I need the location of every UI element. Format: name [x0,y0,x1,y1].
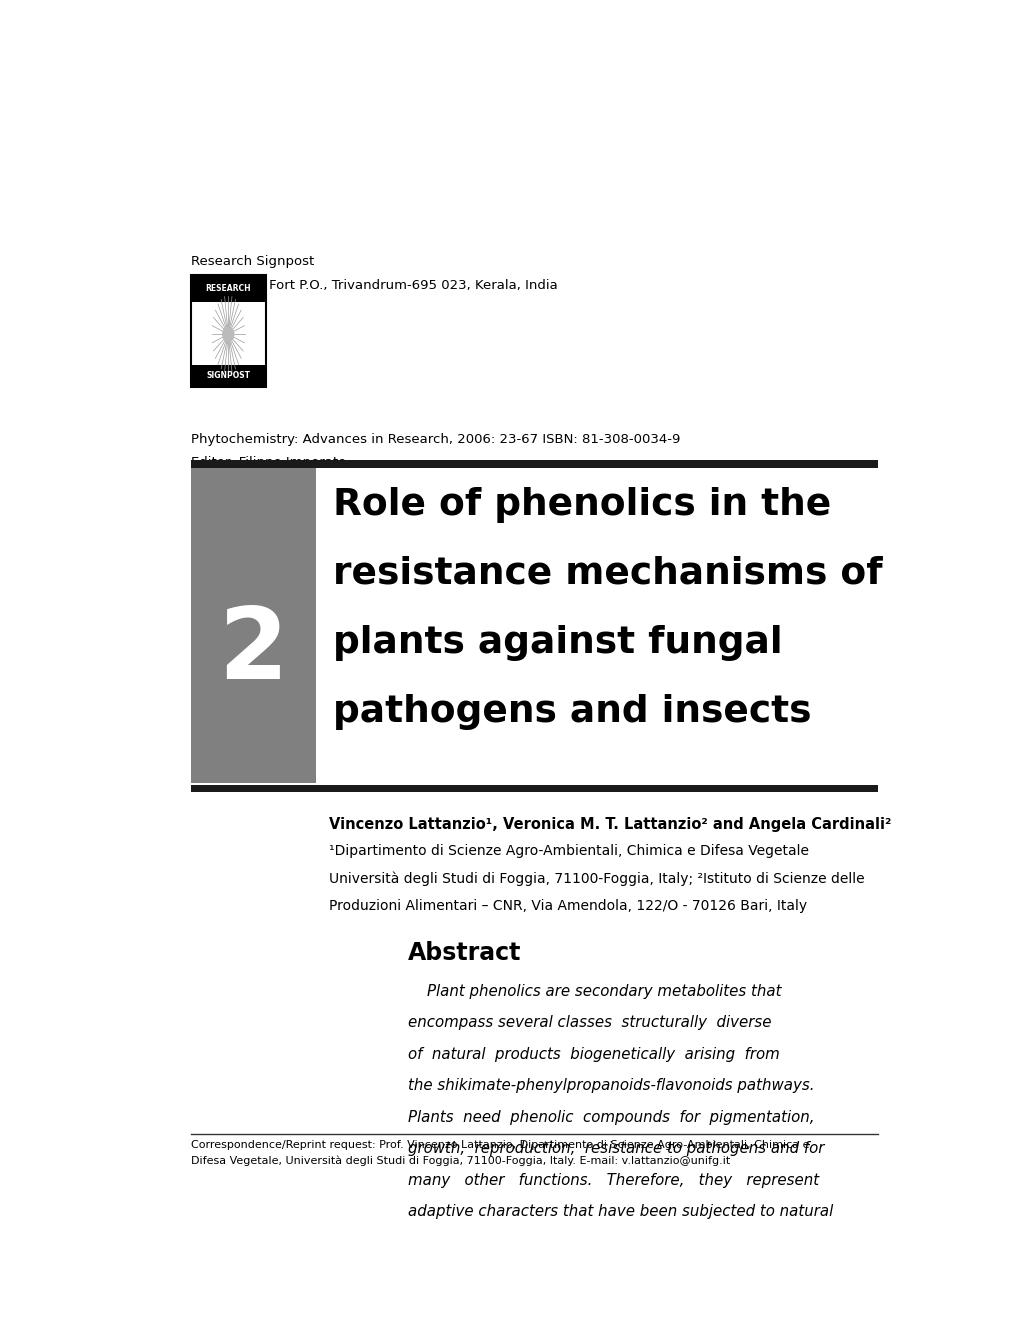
Text: Difesa Vegetale, Università degli Studi di Foggia, 71100-Foggia, Italy. E-mail: : Difesa Vegetale, Università degli Studi … [191,1155,730,1166]
Text: Phytochemistry: Advances in Research, 2006: 23-67 ISBN: 81-308-0034-9: Phytochemistry: Advances in Research, 20… [191,433,680,446]
Text: 37/661 (2), Fort P.O., Trivandrum-695 023, Kerala, India: 37/661 (2), Fort P.O., Trivandrum-695 02… [191,279,557,292]
Text: Abstract: Abstract [408,941,521,965]
Text: pathogens and insects: pathogens and insects [333,694,811,730]
Text: adaptive characters that have been subjected to natural: adaptive characters that have been subje… [408,1204,833,1220]
Bar [191,276,266,302]
Text: Correspondence/Reprint request: Prof. Vincenzo Lattanzio, Dipartimento di Scienz: Correspondence/Reprint request: Prof. Vi… [191,1140,808,1150]
Text: Research Signpost: Research Signpost [191,255,314,268]
Text: Editor: Filippo Imperato: Editor: Filippo Imperato [191,457,345,469]
Text: resistance mechanisms of: resistance mechanisms of [333,556,881,591]
Circle shape [222,327,233,342]
Text: ¹Dipartimento di Scienze Agro-Ambientali, Chimica e Difesa Vegetale: ¹Dipartimento di Scienze Agro-Ambientali… [329,845,808,858]
Text: of  natural  products  biogenetically  arising  from: of natural products biogenetically arisi… [408,1047,780,1061]
Bar [191,276,266,387]
Bar [191,364,266,387]
Text: SIGNPOST: SIGNPOST [206,371,250,380]
Text: growth,  reproduction,  resistance to pathogens and for: growth, reproduction, resistance to path… [408,1142,823,1156]
Text: 2: 2 [218,603,287,700]
Text: Plants  need  phenolic  compounds  for  pigmentation,: Plants need phenolic compounds for pigme… [408,1110,814,1125]
Text: Produzioni Alimentari – CNR, Via Amendola, 122/O - 70126 Bari, Italy: Produzioni Alimentari – CNR, Via Amendol… [329,899,806,913]
Bar [191,461,877,469]
Text: the shikimate-phenylpropanoids-flavonoids pathways.: the shikimate-phenylpropanoids-flavonoid… [408,1078,814,1093]
Bar [191,469,315,784]
Text: Vincenzo Lattanzio¹, Veronica M. T. Lattanzio² and Angela Cardinali²: Vincenzo Lattanzio¹, Veronica M. T. Latt… [329,817,891,832]
Text: Università degli Studi di Foggia, 71100-Foggia, Italy; ²Istituto di Scienze dell: Università degli Studi di Foggia, 71100-… [329,873,864,887]
Text: encompass several classes  structurally  diverse: encompass several classes structurally d… [408,1015,770,1030]
Text: Role of phenolics in the: Role of phenolics in the [333,487,830,523]
Text: many   other   functions.   Therefore,   they   represent: many other functions. Therefore, they re… [408,1172,818,1188]
Text: RESEARCH: RESEARCH [205,284,251,293]
Text: Plant phenolics are secondary metabolites that: Plant phenolics are secondary metabolite… [408,983,781,999]
Text: plants against fungal: plants against fungal [333,624,782,661]
Bar [191,784,877,792]
